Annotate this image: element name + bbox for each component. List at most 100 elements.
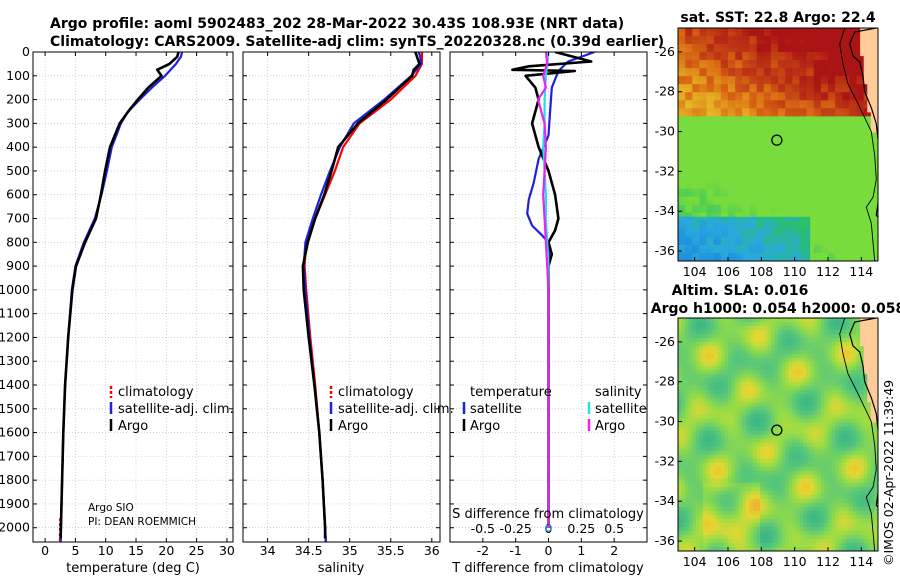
map-cell bbox=[749, 100, 754, 105]
map-cell bbox=[699, 36, 704, 41]
map-cell bbox=[713, 346, 718, 351]
map-cell bbox=[767, 84, 772, 89]
map-cell bbox=[824, 92, 829, 97]
map-cell bbox=[778, 354, 782, 359]
map-cell bbox=[835, 394, 840, 399]
map-cell bbox=[756, 184, 761, 190]
map-cell bbox=[792, 252, 797, 258]
map-cell bbox=[863, 164, 868, 170]
map-cell bbox=[792, 124, 797, 129]
map-cell bbox=[728, 326, 732, 331]
map-cell bbox=[706, 354, 711, 359]
map-cell bbox=[745, 334, 750, 339]
map-cell bbox=[699, 56, 704, 61]
map-cell bbox=[738, 342, 743, 347]
map-cell bbox=[817, 200, 822, 206]
map-cell bbox=[713, 394, 718, 399]
map-cell bbox=[699, 240, 704, 246]
map-cell bbox=[820, 160, 825, 165]
map-cell bbox=[781, 188, 786, 194]
map-cell bbox=[820, 334, 825, 339]
map-cell bbox=[860, 386, 865, 391]
map-cell bbox=[703, 48, 707, 53]
map-cell bbox=[695, 216, 700, 222]
map-cell bbox=[760, 326, 765, 331]
map-cell bbox=[760, 208, 765, 214]
map-cell bbox=[745, 120, 750, 125]
map-cell bbox=[817, 342, 822, 347]
map-cell bbox=[863, 240, 868, 246]
map-cell bbox=[838, 252, 843, 258]
map-cell bbox=[753, 390, 757, 395]
map-cell bbox=[853, 76, 857, 81]
map-cell bbox=[738, 120, 743, 125]
map-cell bbox=[724, 76, 729, 81]
map-cell bbox=[713, 32, 718, 37]
map-cell bbox=[867, 140, 872, 145]
map-cell bbox=[853, 240, 857, 246]
map-cell bbox=[828, 164, 832, 170]
map-cell bbox=[681, 112, 686, 117]
map-cell bbox=[749, 116, 754, 121]
map-cell bbox=[842, 84, 847, 89]
map-cell bbox=[803, 128, 807, 133]
map-cell bbox=[728, 56, 732, 61]
map-cell bbox=[849, 148, 854, 153]
map-cell bbox=[763, 184, 768, 190]
map-cell bbox=[731, 164, 736, 170]
map-cell bbox=[838, 362, 843, 367]
map-cell bbox=[856, 394, 861, 399]
map-cell bbox=[860, 56, 865, 61]
map-cell bbox=[706, 80, 711, 85]
map-cell bbox=[835, 112, 840, 117]
map-cell bbox=[849, 176, 854, 182]
map-cell bbox=[835, 378, 840, 383]
map-cell bbox=[749, 374, 754, 379]
map-cell bbox=[860, 366, 865, 371]
map-cell bbox=[770, 410, 775, 415]
map-cell bbox=[742, 164, 747, 170]
map-cell bbox=[813, 338, 818, 343]
map-cell bbox=[860, 378, 865, 383]
map-cell bbox=[706, 374, 711, 379]
map-cell bbox=[874, 216, 878, 222]
map-cell bbox=[820, 28, 825, 33]
map-cell bbox=[842, 160, 847, 165]
map-cell bbox=[795, 204, 800, 210]
map-cell bbox=[710, 84, 715, 89]
map-cell bbox=[681, 346, 686, 351]
map-cell bbox=[803, 378, 807, 383]
map-cell bbox=[860, 374, 865, 379]
map-cell bbox=[703, 168, 707, 174]
map-cell bbox=[820, 406, 825, 411]
map-cell bbox=[817, 358, 822, 363]
map-cell bbox=[867, 358, 872, 363]
map-cell bbox=[728, 362, 732, 367]
map-cell bbox=[745, 350, 750, 355]
map-cell bbox=[849, 330, 854, 335]
map-cell bbox=[856, 354, 861, 359]
map-cell bbox=[785, 204, 790, 210]
map-cell bbox=[813, 394, 818, 399]
map-cell bbox=[778, 200, 782, 206]
map-cell bbox=[806, 394, 811, 399]
map-cell bbox=[845, 390, 850, 395]
map-cell bbox=[820, 80, 825, 85]
map-cell bbox=[728, 44, 732, 49]
map-cell bbox=[778, 172, 782, 178]
map-cell bbox=[678, 362, 682, 367]
map-cell bbox=[853, 216, 857, 222]
map-cell bbox=[763, 330, 768, 335]
map-cell bbox=[713, 220, 718, 226]
map-cell bbox=[788, 84, 793, 89]
map-cell bbox=[692, 398, 697, 403]
map-cell bbox=[681, 378, 686, 383]
map-cell bbox=[699, 72, 704, 77]
map-cell bbox=[735, 338, 740, 343]
map-cell bbox=[699, 44, 704, 49]
map-cell bbox=[788, 188, 793, 194]
map-cell bbox=[756, 144, 761, 149]
map-cell bbox=[720, 44, 725, 49]
map-cell bbox=[760, 414, 765, 419]
map-cell bbox=[695, 350, 700, 355]
